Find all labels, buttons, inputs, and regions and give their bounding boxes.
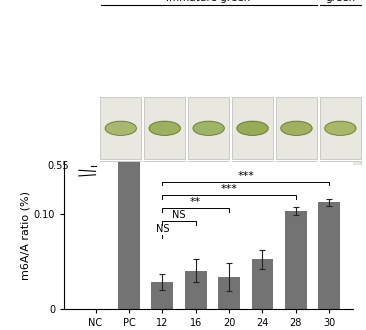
Text: ***: *** [237,171,254,181]
FancyBboxPatch shape [144,97,185,159]
FancyBboxPatch shape [276,161,317,223]
Bar [251,259,273,309]
Y-axis label: m6A/A ratio (%): m6A/A ratio (%) [21,191,31,280]
FancyBboxPatch shape [188,161,229,223]
Bar [285,211,307,309]
Bar [152,282,173,309]
Circle shape [237,185,268,199]
Circle shape [149,121,180,135]
Bar [185,271,206,309]
Text: 0.55: 0.55 [47,161,69,172]
Circle shape [325,121,356,135]
Circle shape [105,121,137,135]
Circle shape [149,185,180,199]
FancyBboxPatch shape [144,161,185,223]
Bar [218,277,240,309]
Circle shape [281,185,312,199]
Text: Immature green: Immature green [167,0,251,3]
FancyBboxPatch shape [232,97,273,159]
Circle shape [237,121,268,135]
FancyBboxPatch shape [320,97,361,159]
Bar [118,0,140,309]
FancyBboxPatch shape [232,161,273,223]
FancyBboxPatch shape [276,97,317,159]
Circle shape [193,121,224,135]
Text: NS: NS [156,224,169,234]
Circle shape [193,185,224,199]
FancyBboxPatch shape [188,97,229,159]
Bar [318,202,340,309]
Circle shape [281,121,312,135]
Text: Mature
green: Mature green [322,0,359,3]
Circle shape [105,185,137,199]
Text: NS: NS [172,211,186,220]
Circle shape [325,185,356,199]
Text: **: ** [190,197,201,207]
FancyBboxPatch shape [320,161,361,223]
FancyBboxPatch shape [100,97,141,159]
FancyBboxPatch shape [100,161,141,223]
Text: ***: *** [221,184,238,194]
